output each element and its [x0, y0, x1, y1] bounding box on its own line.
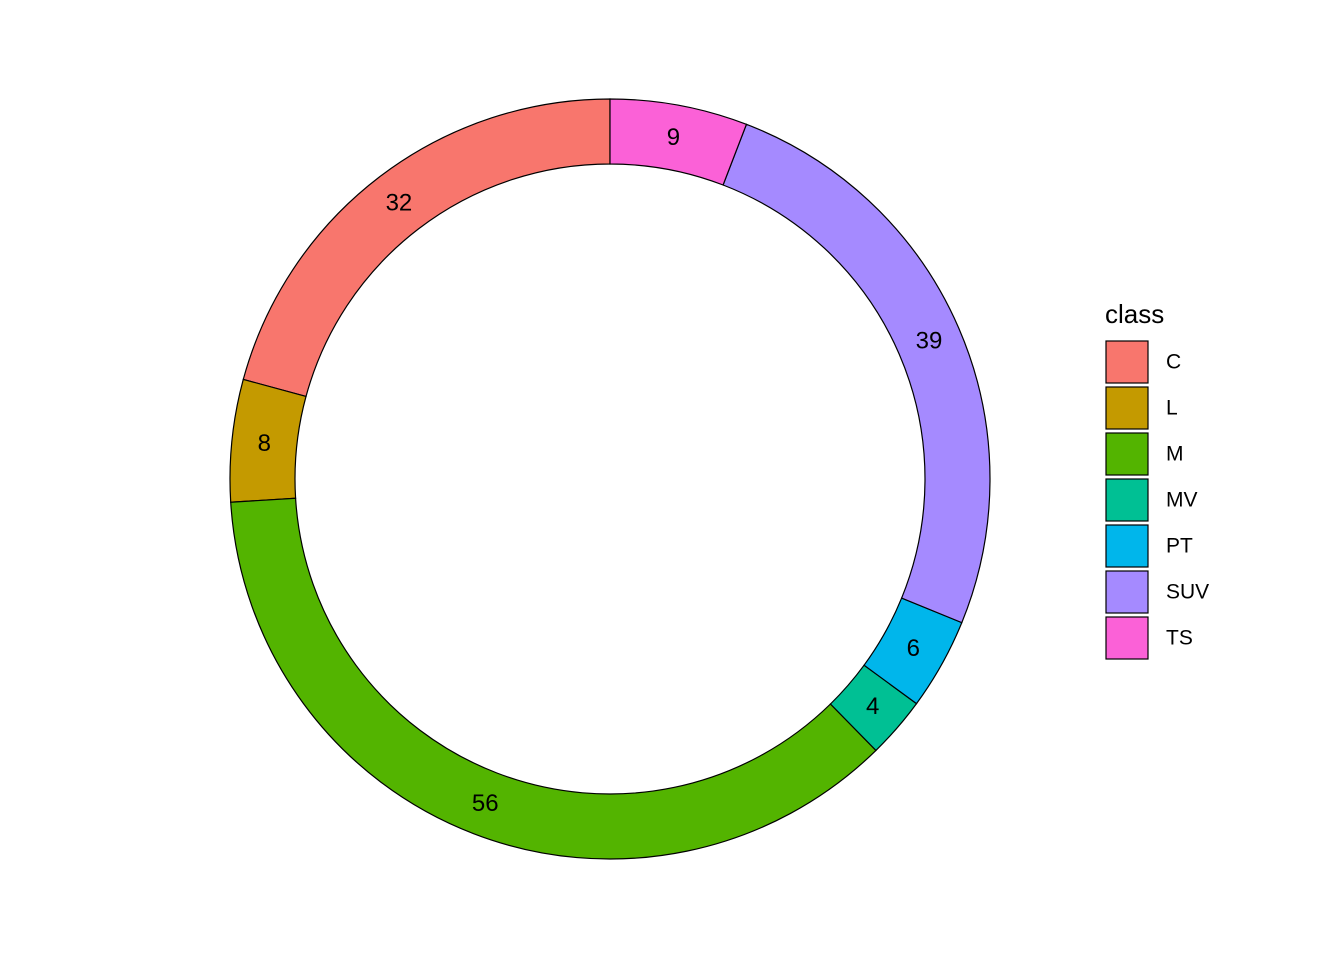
slice-label-c: 32: [386, 189, 413, 216]
slice-label-pt: 6: [907, 635, 920, 662]
legend-label-ts: TS: [1166, 627, 1193, 650]
legend-label-l: L: [1166, 397, 1178, 420]
slice-c: [242, 98, 611, 398]
legend-key-l: [1105, 386, 1149, 430]
slice-ts: [609, 98, 748, 186]
legend-label-mv: MV: [1166, 489, 1198, 512]
legend-key-ts: [1105, 616, 1149, 660]
legend-key-suv: [1105, 570, 1149, 614]
legend-label-m: M: [1166, 443, 1184, 466]
slice-label-mv: 4: [866, 693, 879, 720]
slice-suv: [722, 123, 991, 624]
slice-m: [230, 497, 877, 860]
donut-slices: [229, 98, 991, 860]
legend-key-c: [1105, 340, 1149, 384]
slice-labels: 32 8 56 4 6 39 9: [258, 124, 943, 817]
legend-key-mv: [1105, 478, 1149, 522]
legend-title: class: [1105, 299, 1164, 329]
slice-label-m: 56: [472, 790, 499, 817]
slice-label-l: 8: [258, 430, 271, 457]
legend: class CLM MV PT SUV TS: [1105, 299, 1209, 660]
legend-label-c: C: [1166, 351, 1181, 374]
slice-label-suv: 39: [916, 328, 943, 355]
legend-items: CLM MV PT SUV TS: [1105, 340, 1209, 660]
legend-label-pt: PT: [1166, 535, 1193, 558]
legend-key-pt: [1105, 524, 1149, 568]
slice-label-ts: 9: [667, 124, 680, 151]
legend-key-m: [1105, 432, 1149, 476]
legend-label-suv: SUV: [1166, 581, 1209, 604]
